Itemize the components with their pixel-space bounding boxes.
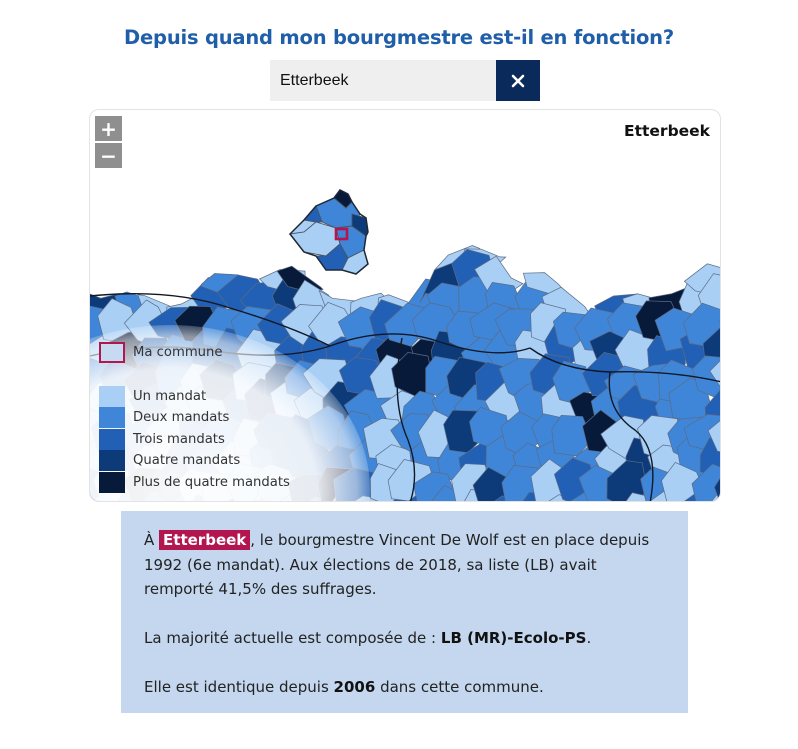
legend-label: Plus de quatre mandats [133, 474, 290, 490]
map-container[interactable]: + − Etterbeek Ma commune Un mandat Deux … [89, 109, 721, 502]
commune-area[interactable] [709, 353, 721, 394]
legend-label: Trois mandats [133, 431, 225, 447]
identical-line: Elle est identique depuis 2006 dans cett… [144, 675, 666, 700]
clear-search-button[interactable] [496, 60, 540, 101]
zoom-in-button[interactable]: + [95, 116, 122, 141]
commune-area[interactable] [691, 463, 721, 502]
majority-line: La majorité actuelle est composée de : L… [144, 626, 666, 651]
commune-area[interactable] [606, 460, 648, 502]
identical-prefix: Elle est identique depuis [144, 678, 329, 696]
legend-swatch [99, 428, 125, 450]
legend-swatch [99, 450, 125, 472]
legend-swatch [99, 471, 125, 493]
info-panel: À Etterbeek, le bourgmestre Vincent De W… [121, 511, 688, 713]
brussels-region[interactable] [288, 189, 369, 275]
selected-commune-label: Etterbeek [624, 122, 710, 140]
search-bar [270, 60, 540, 101]
my-commune-swatch [99, 342, 125, 364]
legend-label: Un mandat [133, 388, 207, 404]
legend-row: Trois mandats [99, 428, 290, 451]
commune-area[interactable] [713, 466, 721, 502]
map-legend: Ma commune Un mandat Deux mandats Trois … [99, 342, 290, 493]
selected-commune-marker[interactable] [334, 227, 349, 241]
zoom-control: + − [95, 116, 122, 170]
legend-row: Plus de quatre mandats [99, 471, 290, 494]
mayor-summary: À Etterbeek, le bourgmestre Vincent De W… [144, 528, 666, 602]
legend-label: Quatre mandats [133, 453, 241, 469]
legend-row: Quatre mandats [99, 450, 290, 472]
majority-suffix: . [586, 629, 592, 647]
brussels-outline [289, 189, 369, 275]
page-title: Depuis quand mon bourgmestre est-il en f… [124, 26, 674, 49]
majority-parties: LB (MR)-Ecolo-PS [440, 629, 587, 647]
identical-year: 2006 [333, 678, 376, 696]
legend-row-my-commune: Ma commune [99, 342, 290, 364]
commune-area[interactable] [692, 355, 721, 398]
mayor-summary-text: , le bourgmestre Vincent De Wolf est en … [144, 531, 650, 598]
close-icon [511, 74, 525, 88]
text-prefix: À [144, 531, 155, 549]
legend-classes: Un mandat Deux mandats Trois mandats Qua… [99, 385, 290, 494]
zoom-out-button[interactable]: − [95, 143, 122, 168]
legend-swatch [99, 385, 125, 407]
legend-label: Ma commune [133, 345, 223, 361]
commune-area[interactable] [719, 308, 721, 347]
legend-label: Deux mandats [133, 410, 230, 426]
majority-prefix: La majorité actuelle est composée de : [144, 629, 437, 647]
commune-search-input[interactable] [270, 60, 496, 101]
legend-swatch [99, 407, 125, 429]
legend-row: Un mandat [99, 385, 290, 408]
identical-suffix: dans cette commune. [380, 678, 544, 696]
commune-name-tag: Etterbeek [159, 530, 251, 550]
commune-area[interactable] [707, 413, 721, 454]
legend-row: Deux mandats [99, 407, 290, 429]
